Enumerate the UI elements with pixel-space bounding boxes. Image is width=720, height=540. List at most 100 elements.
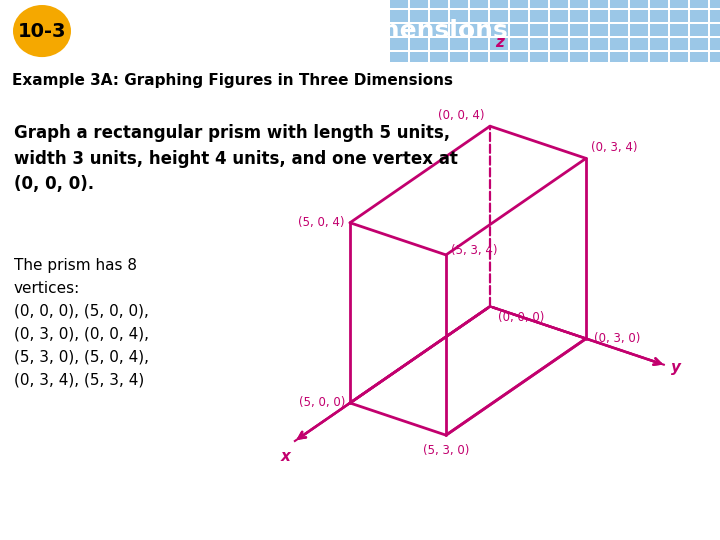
Bar <box>430 10 448 22</box>
Bar <box>610 24 628 36</box>
Text: (0, 3, 0): (0, 3, 0) <box>594 332 640 345</box>
Bar <box>670 0 688 8</box>
Bar <box>410 24 428 36</box>
Bar <box>630 0 648 8</box>
Bar <box>490 10 508 22</box>
Bar <box>670 38 688 50</box>
Bar <box>470 52 488 64</box>
Bar <box>430 52 448 64</box>
Text: (5, 3, 0): (5, 3, 0) <box>423 444 469 457</box>
Bar <box>510 24 528 36</box>
Text: 10-3: 10-3 <box>18 22 66 40</box>
Bar <box>390 52 408 64</box>
Text: (0, 3, 4): (0, 3, 4) <box>591 141 637 154</box>
Bar <box>470 0 488 8</box>
Bar <box>450 24 468 36</box>
Bar <box>550 0 568 8</box>
Text: (0, 0, 0): (0, 0, 0) <box>498 310 544 323</box>
Text: y: y <box>671 360 681 375</box>
Bar <box>590 52 608 64</box>
Text: Formulas in Three Dimensions: Formulas in Three Dimensions <box>80 19 508 43</box>
Bar <box>630 52 648 64</box>
Bar <box>570 10 588 22</box>
Bar <box>470 24 488 36</box>
Text: Copyright © by Holt, Rinehart and Winston. All Rights Reserved.: Copyright © by Holt, Rinehart and Winsto… <box>372 518 708 528</box>
Bar <box>670 52 688 64</box>
Bar <box>450 38 468 50</box>
Bar <box>670 10 688 22</box>
Bar <box>710 38 720 50</box>
Text: x: x <box>281 449 291 464</box>
Bar <box>590 24 608 36</box>
Ellipse shape <box>13 5 71 57</box>
Bar <box>650 10 668 22</box>
Bar <box>650 0 668 8</box>
Bar <box>490 38 508 50</box>
Text: Example 3A: Graphing Figures in Three Dimensions: Example 3A: Graphing Figures in Three Di… <box>12 73 453 87</box>
Bar <box>530 38 548 50</box>
Bar <box>490 24 508 36</box>
Text: (5, 3, 4): (5, 3, 4) <box>451 244 498 257</box>
Text: Graph a rectangular prism with length 5 units,
width 3 units, height 4 units, an: Graph a rectangular prism with length 5 … <box>14 124 458 193</box>
Bar <box>690 10 708 22</box>
Bar <box>610 38 628 50</box>
Bar <box>470 38 488 50</box>
Bar <box>670 24 688 36</box>
Bar <box>510 0 528 8</box>
Bar <box>390 24 408 36</box>
Bar <box>390 38 408 50</box>
Bar <box>510 10 528 22</box>
Bar <box>690 52 708 64</box>
Bar <box>650 24 668 36</box>
Bar <box>570 0 588 8</box>
Bar <box>590 38 608 50</box>
Bar <box>710 24 720 36</box>
Bar <box>390 0 408 8</box>
Bar <box>510 38 528 50</box>
Bar <box>410 0 428 8</box>
Bar <box>410 52 428 64</box>
Bar <box>410 38 428 50</box>
Bar <box>390 10 408 22</box>
Bar <box>470 10 488 22</box>
Bar <box>430 0 448 8</box>
Text: (5, 0, 4): (5, 0, 4) <box>299 216 345 229</box>
Text: z: z <box>495 36 505 50</box>
Text: The prism has 8
vertices:
(0, 0, 0), (5, 0, 0),
(0, 3, 0), (0, 0, 4),
(5, 3, 0),: The prism has 8 vertices: (0, 0, 0), (5,… <box>14 258 149 387</box>
Bar <box>710 52 720 64</box>
Bar <box>590 0 608 8</box>
Bar <box>550 10 568 22</box>
Bar <box>590 10 608 22</box>
Bar <box>610 52 628 64</box>
Bar <box>710 0 720 8</box>
Bar <box>630 10 648 22</box>
Bar <box>690 24 708 36</box>
Bar <box>550 52 568 64</box>
Bar <box>410 10 428 22</box>
Bar <box>450 10 468 22</box>
Bar <box>450 0 468 8</box>
Bar <box>570 24 588 36</box>
Bar <box>690 38 708 50</box>
Text: (0, 0, 4): (0, 0, 4) <box>438 109 485 122</box>
Bar <box>430 38 448 50</box>
Bar <box>630 38 648 50</box>
Bar <box>490 52 508 64</box>
Bar <box>530 10 548 22</box>
Bar <box>690 0 708 8</box>
Bar <box>450 52 468 64</box>
Bar <box>570 38 588 50</box>
Bar <box>530 52 548 64</box>
Bar <box>430 24 448 36</box>
Bar <box>570 52 588 64</box>
Bar <box>530 0 548 8</box>
Bar <box>710 10 720 22</box>
Bar <box>490 0 508 8</box>
Text: Holt Geometry: Holt Geometry <box>12 516 114 530</box>
Bar <box>630 24 648 36</box>
Bar <box>510 52 528 64</box>
Bar <box>530 24 548 36</box>
Bar <box>550 24 568 36</box>
Bar <box>610 0 628 8</box>
Bar <box>610 10 628 22</box>
